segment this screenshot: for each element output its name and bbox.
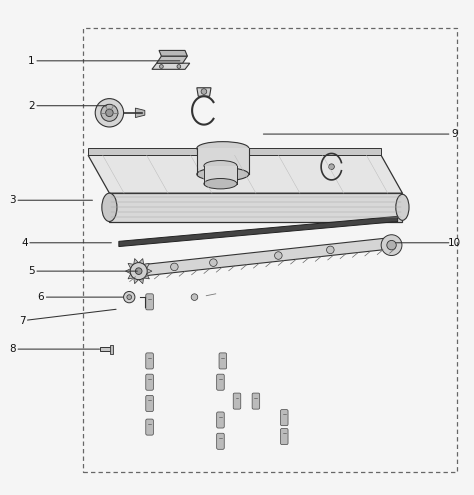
FancyBboxPatch shape (146, 396, 154, 411)
Ellipse shape (197, 142, 249, 155)
FancyBboxPatch shape (217, 433, 224, 449)
Circle shape (171, 263, 178, 271)
Polygon shape (134, 258, 138, 264)
Text: 4: 4 (21, 238, 27, 248)
Polygon shape (144, 263, 149, 268)
FancyBboxPatch shape (219, 353, 227, 369)
Text: 2: 2 (28, 100, 35, 111)
Circle shape (381, 235, 402, 255)
Polygon shape (109, 193, 402, 221)
Circle shape (101, 104, 118, 121)
Circle shape (130, 263, 147, 280)
Text: 10: 10 (448, 238, 461, 248)
Polygon shape (147, 269, 152, 274)
Ellipse shape (197, 168, 249, 181)
Polygon shape (126, 269, 130, 274)
Bar (197, 148, 249, 174)
Ellipse shape (102, 193, 117, 221)
FancyBboxPatch shape (252, 393, 260, 409)
Text: 8: 8 (9, 344, 16, 354)
Text: 3: 3 (9, 195, 16, 205)
Circle shape (106, 109, 113, 117)
FancyBboxPatch shape (146, 294, 154, 310)
FancyBboxPatch shape (217, 374, 224, 390)
Polygon shape (144, 274, 149, 279)
Circle shape (159, 65, 163, 68)
FancyBboxPatch shape (146, 353, 154, 369)
Circle shape (95, 99, 124, 127)
Polygon shape (128, 263, 134, 268)
Polygon shape (88, 155, 402, 193)
Ellipse shape (204, 179, 237, 189)
FancyBboxPatch shape (233, 393, 241, 409)
FancyBboxPatch shape (217, 412, 224, 428)
Polygon shape (88, 148, 381, 155)
Polygon shape (152, 63, 190, 69)
Ellipse shape (396, 195, 409, 220)
Circle shape (210, 259, 217, 266)
Circle shape (387, 241, 396, 250)
Circle shape (177, 65, 181, 68)
Circle shape (327, 246, 334, 253)
Bar (204, 166, 237, 184)
Text: 6: 6 (37, 292, 44, 302)
Polygon shape (136, 237, 395, 277)
FancyBboxPatch shape (281, 409, 288, 426)
Circle shape (127, 295, 132, 299)
Circle shape (124, 292, 135, 303)
FancyBboxPatch shape (281, 429, 288, 445)
Polygon shape (128, 274, 134, 279)
Polygon shape (156, 56, 187, 63)
FancyBboxPatch shape (146, 374, 154, 390)
Circle shape (136, 268, 142, 274)
Polygon shape (136, 108, 145, 117)
Ellipse shape (204, 160, 237, 171)
Text: 1: 1 (28, 56, 35, 66)
Circle shape (191, 294, 198, 300)
Polygon shape (197, 88, 211, 96)
Circle shape (274, 252, 282, 259)
Bar (83, 28, 457, 472)
Polygon shape (139, 278, 144, 284)
Text: 7: 7 (18, 316, 25, 326)
Polygon shape (119, 216, 398, 247)
Bar (100, 347, 112, 351)
Text: 5: 5 (28, 266, 35, 276)
Polygon shape (134, 278, 138, 284)
Circle shape (201, 89, 207, 95)
Polygon shape (159, 50, 187, 56)
Circle shape (328, 164, 334, 169)
Bar (110, 346, 113, 354)
Polygon shape (139, 258, 144, 264)
FancyBboxPatch shape (146, 419, 154, 435)
Text: 9: 9 (451, 129, 458, 139)
